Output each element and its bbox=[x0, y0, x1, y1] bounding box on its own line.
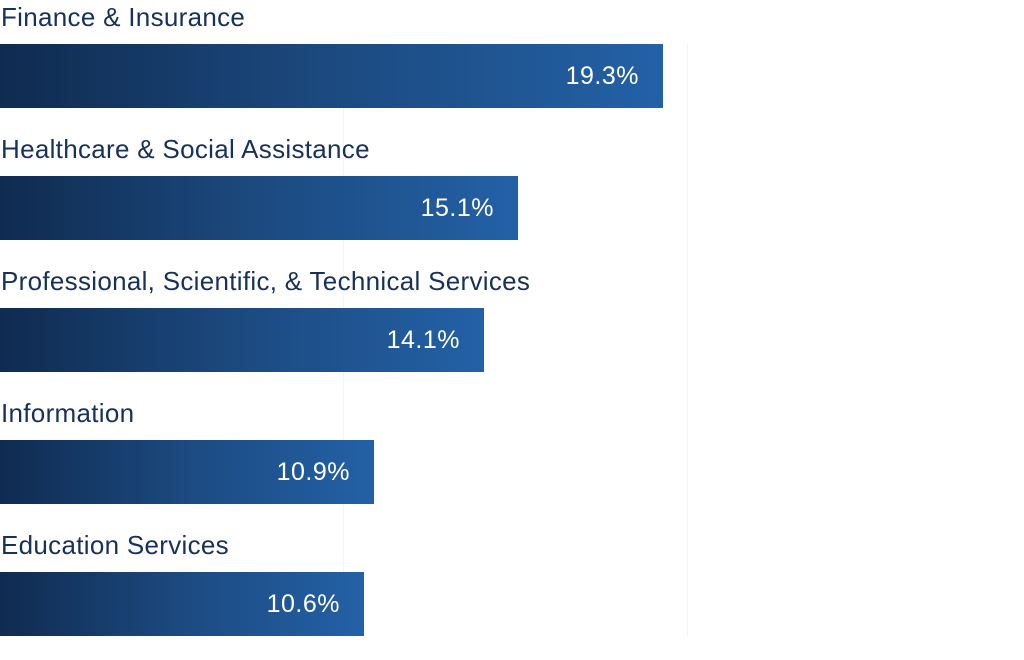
bar: 14.1% bbox=[0, 308, 484, 372]
bar: 10.6% bbox=[0, 572, 364, 636]
category-label: Education Services bbox=[1, 530, 229, 560]
value-label: 15.1% bbox=[420, 194, 494, 222]
bar-row: Education Services 10.6% bbox=[0, 528, 1024, 660]
bar-chart: Finance & Insurance 19.3% Healthcare & Soc… bbox=[0, 0, 1024, 636]
category-label: Healthcare & Social Assistance bbox=[1, 134, 370, 164]
category-label: Professional, Scientific, & Technical Se… bbox=[1, 266, 531, 296]
category-label: Finance & Insurance bbox=[1, 2, 246, 32]
bar-row: Healthcare & Social Assistance 15.1% bbox=[0, 132, 1024, 264]
bar: 19.3% bbox=[0, 44, 663, 108]
bar-row: Professional, Scientific, & Technical Se… bbox=[0, 264, 1024, 396]
bar: 15.1% bbox=[0, 176, 518, 240]
value-label: 10.6% bbox=[266, 590, 340, 618]
category-label: Information bbox=[1, 398, 135, 428]
gridline bbox=[687, 44, 688, 636]
value-label: 10.9% bbox=[276, 458, 350, 486]
value-label: 19.3% bbox=[565, 62, 639, 90]
bar-row: Finance & Insurance 19.3% bbox=[0, 0, 1024, 132]
value-label: 14.1% bbox=[386, 326, 460, 354]
bar-row: Information 10.9% bbox=[0, 396, 1024, 528]
bar: 10.9% bbox=[0, 440, 374, 504]
